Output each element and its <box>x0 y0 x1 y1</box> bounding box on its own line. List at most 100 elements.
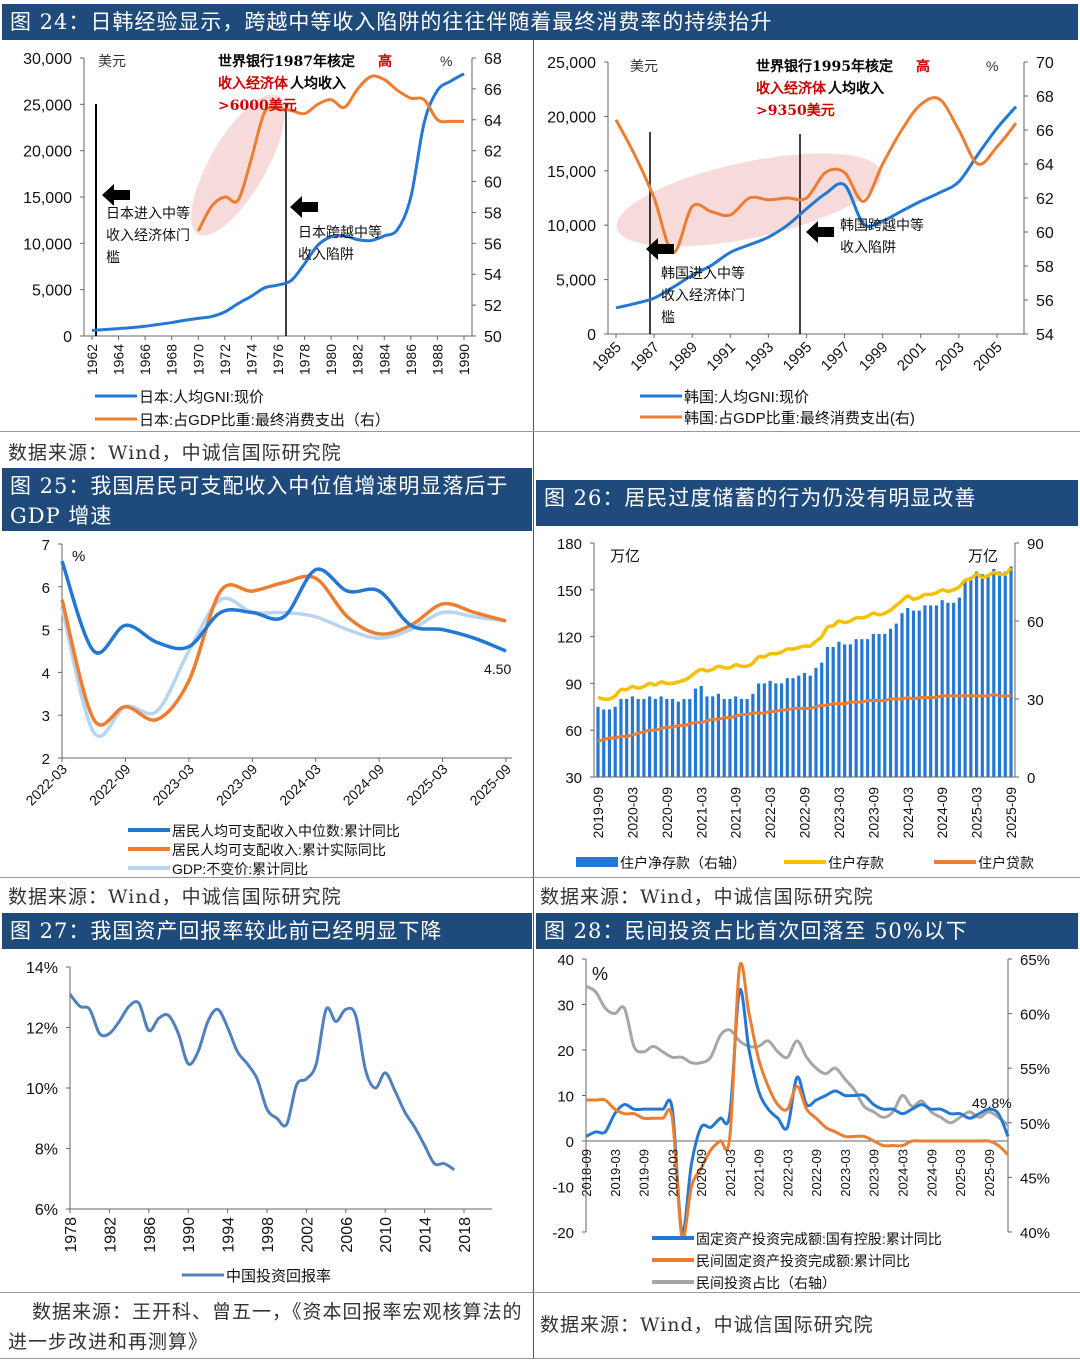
y-tick-label: 54 <box>1036 327 1054 344</box>
x-tick-label: 1976 <box>270 344 286 375</box>
x-tick-label: 2023-09 <box>865 787 881 839</box>
bar-net-deposit <box>831 647 835 777</box>
x-tick-label: 1984 <box>376 344 392 375</box>
bar-net-deposit <box>917 610 921 777</box>
x-tick-label: 2019-03 <box>608 1149 623 1197</box>
divider <box>0 1358 1080 1359</box>
enter-note: 日本进入中等 <box>106 205 190 222</box>
y-tick-label: 25,000 <box>547 55 596 72</box>
arrow-left-icon <box>806 221 834 243</box>
bar-net-deposit <box>745 699 749 777</box>
note-line2-red: 收入经济体 <box>756 80 827 97</box>
x-tick-label: 2021-03 <box>693 787 709 839</box>
bar-net-deposit <box>825 647 830 777</box>
x-tick-label: 2023-09 <box>867 1149 882 1197</box>
bar-net-deposit <box>636 699 640 777</box>
bar-net-deposit <box>728 699 732 777</box>
y-tick-label: 3 <box>42 708 50 725</box>
x-tick-label: 1968 <box>164 344 180 375</box>
x-tick-label: 1974 <box>243 344 259 375</box>
bar-net-deposit <box>705 696 709 777</box>
divider <box>0 877 1080 878</box>
right-unit: % <box>986 58 998 74</box>
y-tick-label: 70 <box>1036 55 1054 72</box>
x-tick-label: 2023-03 <box>831 787 847 839</box>
y-tick-label: 50% <box>1020 1116 1050 1133</box>
x-tick-label: 2024-03 <box>896 1149 911 1197</box>
bar-net-deposit <box>693 688 698 777</box>
series-loans <box>597 692 1011 743</box>
bar-net-deposit <box>779 683 784 777</box>
series-soe <box>585 987 1010 1235</box>
fig26-title: 图 26：居民过度储蓄的行为仍没有明显改善 <box>536 480 1078 526</box>
y-tick-label: 68 <box>1036 89 1054 106</box>
series-private-share <box>585 984 1009 1127</box>
bar-net-deposit <box>963 579 967 777</box>
bar-net-deposit <box>791 678 795 777</box>
x-tick-label: 2024-09 <box>934 787 950 839</box>
x-tick-label: 2006 <box>339 1217 356 1253</box>
series-return <box>68 993 455 1171</box>
y-tick-label: 56 <box>1036 293 1054 310</box>
y-tick-label: 5,000 <box>32 283 72 300</box>
y-tick-label: 6% <box>35 1202 58 1219</box>
x-tick-label: 2024-09 <box>924 1149 939 1197</box>
x-tick-label: 2021-03 <box>723 1149 738 1197</box>
fig28-title: 图 28：民间投资占比首次回落至 50%以下 <box>536 913 1078 949</box>
x-tick-label: 1966 <box>137 344 153 375</box>
fig25-title: 图 25：我国居民可支配收入中位值增速明显落后于 GDP 增速 <box>2 468 532 531</box>
bar-net-deposit <box>774 683 778 777</box>
legend-label: 日本:人均GNI:现价 <box>139 389 264 406</box>
bar-net-deposit <box>648 696 652 777</box>
x-tick-label: 2025-09 <box>1003 787 1019 839</box>
legend-label: 住户贷款 <box>978 855 1034 871</box>
x-tick-label: 2022-09 <box>809 1149 824 1197</box>
bar-net-deposit <box>699 686 703 777</box>
x-tick-label: 1980 <box>323 344 339 375</box>
y-tick-label: 20,000 <box>23 144 72 161</box>
y-tick-label: 40 <box>557 952 574 969</box>
y-tick-label: 40% <box>1020 1225 1050 1242</box>
bar-net-deposit <box>659 696 663 777</box>
y-tick-label: 20,000 <box>547 109 596 126</box>
x-tick-label: 2024-03 <box>900 787 916 839</box>
bar-net-deposit <box>716 693 721 777</box>
y-tick-label: 60 <box>1036 225 1054 242</box>
bar-net-deposit <box>980 574 984 777</box>
x-tick-label: 2010 <box>378 1217 395 1253</box>
bar-net-deposit <box>688 699 692 777</box>
y-tick-label: 62 <box>484 144 502 161</box>
bar-net-deposit <box>911 610 916 777</box>
y-tick-label: 66 <box>484 82 502 99</box>
chart-korea: 0 5,000 10,000 15,000 20,000 25,000 54 56 58 60 62… <box>547 55 1054 427</box>
enter-note: 韩国进入中等 <box>661 265 745 282</box>
y-tick-label: 180 <box>557 536 582 553</box>
y-tick-label: 8% <box>35 1142 58 1159</box>
y-tick-label: 50 <box>484 329 502 346</box>
legend-label: 韩国:占GDP比重:最终消费支出(右) <box>684 410 915 427</box>
x-tick-label: 2025-09 <box>466 761 514 809</box>
unit-label: % <box>592 964 608 984</box>
bar-net-deposit <box>797 675 801 777</box>
y-tick-label: 5 <box>42 623 50 640</box>
bar-net-deposit <box>670 699 675 777</box>
bar-net-deposit <box>613 706 617 777</box>
bar-net-deposit <box>900 613 904 777</box>
y-tick-label: 10,000 <box>23 236 72 253</box>
enter-note: 槛 <box>106 250 120 266</box>
y-tick-label: 55% <box>1020 1061 1050 1078</box>
fig24-source: 数据来源：Wind，中诚信国际研究院 <box>8 442 342 464</box>
x-tick-label: 1999 <box>856 339 892 375</box>
bar-net-deposit <box>906 608 910 777</box>
y-tick-label: 30 <box>565 770 582 787</box>
x-tick-label: 2025-03 <box>403 761 451 809</box>
x-tick-label: 1982 <box>350 344 366 375</box>
legend-label: GDP:不变价:累计同比 <box>172 861 308 877</box>
y-tick-label: 7 <box>42 537 50 554</box>
x-tick-label: 2023-03 <box>149 761 197 809</box>
left-unit: 万亿 <box>610 548 640 565</box>
x-tick-label: 2021-09 <box>752 1149 767 1197</box>
x-tick-label: 1964 <box>111 344 127 375</box>
legend-label: 中国投资回报率 <box>226 1268 331 1285</box>
